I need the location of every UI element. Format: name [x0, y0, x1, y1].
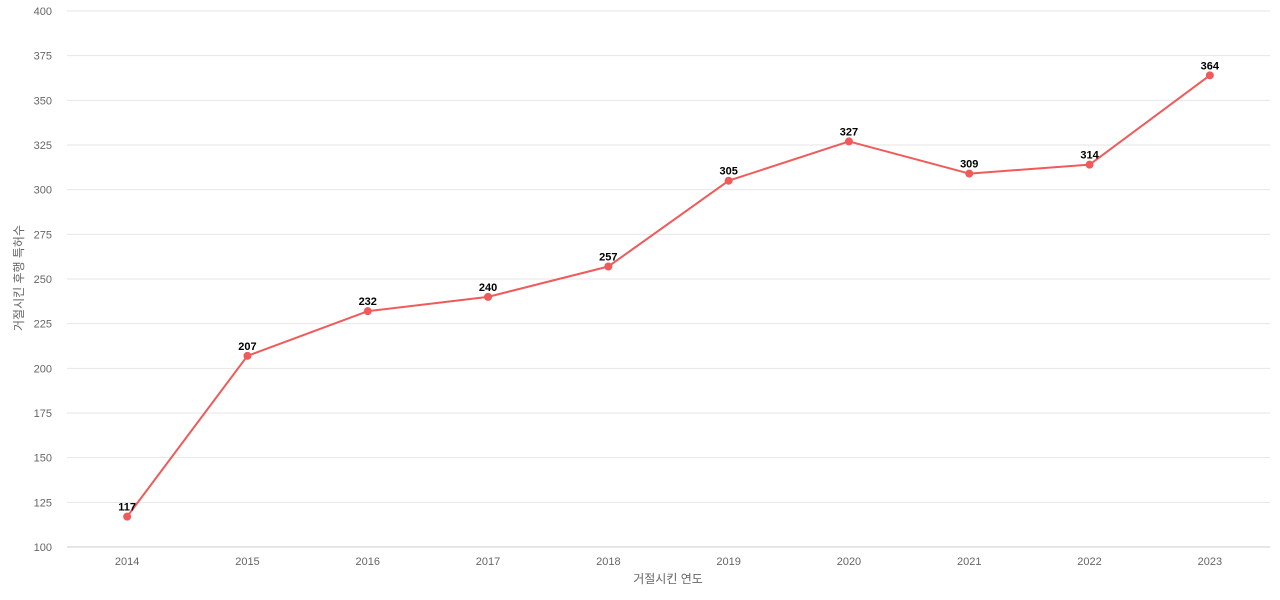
x-tick-label: 2015 — [235, 556, 259, 568]
data-point — [965, 169, 974, 178]
data-label: 305 — [719, 166, 737, 178]
x-tick-label: 2020 — [837, 556, 861, 568]
data-point — [1085, 160, 1094, 169]
data-label: 327 — [840, 126, 858, 138]
x-tick-label: 2021 — [957, 556, 981, 568]
x-tick-label: 2017 — [476, 556, 500, 568]
grid — [67, 10, 1270, 548]
x-tick-label: 2023 — [1198, 556, 1222, 568]
data-labels: 117 207 232 240 257 305 327 309 314 364 — [118, 60, 1220, 513]
series — [123, 71, 1214, 521]
y-tick-label: 100 — [34, 542, 52, 554]
data-point — [363, 307, 372, 316]
data-label: 117 — [118, 502, 136, 514]
y-tick-label: 300 — [34, 185, 52, 197]
x-axis-ticks: 2014 2015 2016 2017 2018 2019 2020 2021 2022 2023 — [115, 556, 1222, 568]
x-tick-label: 2019 — [716, 556, 740, 568]
data-point — [484, 292, 493, 301]
y-tick-label: 400 — [34, 6, 52, 18]
data-label: 240 — [479, 282, 497, 294]
x-axis-title: 거절시킨 연도 — [633, 572, 703, 586]
y-tick-label: 250 — [34, 274, 52, 286]
data-label: 314 — [1080, 150, 1099, 162]
x-tick-label: 2022 — [1077, 556, 1101, 568]
y-tick-label: 175 — [34, 408, 52, 420]
data-label: 364 — [1201, 60, 1220, 72]
data-point — [123, 512, 132, 521]
data-label: 309 — [960, 159, 978, 171]
x-tick-label: 2014 — [115, 556, 139, 568]
y-tick-label: 200 — [34, 363, 52, 375]
y-axis-ticks: 100 125 150 175 200 225 250 275 300 325 350 375 400 — [34, 6, 52, 554]
data-label: 207 — [238, 341, 256, 353]
y-tick-label: 275 — [34, 229, 52, 241]
y-tick-label: 150 — [34, 453, 52, 465]
y-tick-label: 350 — [34, 95, 52, 107]
data-label: 232 — [359, 296, 377, 308]
data-label: 257 — [599, 251, 617, 263]
series-line — [126, 74, 1211, 518]
x-tick-label: 2016 — [356, 556, 380, 568]
y-tick-label: 325 — [34, 140, 52, 152]
data-point — [724, 176, 733, 185]
data-point — [1205, 71, 1214, 80]
data-point — [844, 137, 853, 146]
y-tick-label: 225 — [34, 319, 52, 331]
data-point — [604, 262, 613, 271]
data-point — [243, 351, 252, 360]
y-tick-label: 125 — [34, 497, 52, 509]
y-tick-label: 375 — [34, 51, 52, 63]
x-tick-label: 2018 — [596, 556, 620, 568]
y-axis-title: 거절시킨 후행 특허수 — [11, 225, 26, 331]
